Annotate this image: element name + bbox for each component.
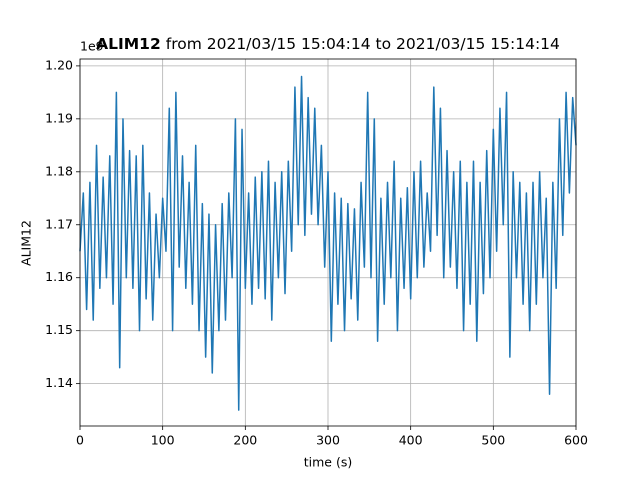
plot-frame bbox=[79, 58, 577, 427]
y-tick-label: 1.15 bbox=[45, 322, 73, 337]
y-offset: 1e9 bbox=[80, 39, 104, 54]
x-tick-label: 500 bbox=[481, 433, 505, 448]
x-tick-label: 400 bbox=[399, 433, 423, 448]
x-tick-label: 200 bbox=[233, 433, 257, 448]
x-tick-label: 100 bbox=[151, 433, 175, 448]
y-tick-label: 1.19 bbox=[45, 110, 73, 125]
y-tick-label: 1.16 bbox=[45, 269, 73, 284]
data-line bbox=[79, 75, 577, 411]
y-axis-label: ALIM12 bbox=[19, 220, 34, 266]
title-rest: from 2021/03/15 15:04:14 to 2021/03/15 1… bbox=[166, 35, 560, 53]
y-tick-label: 1.17 bbox=[45, 216, 73, 231]
y-tick-label: 1.14 bbox=[45, 375, 73, 390]
title-bold: ALIM12 bbox=[96, 35, 161, 53]
y-tick-label: 1.20 bbox=[45, 57, 73, 72]
x-tick-label: 600 bbox=[564, 433, 588, 448]
x-axis-label: time (s) bbox=[304, 455, 352, 470]
chart-title: ALIM12 from 2021/03/15 15:04:14 to 2021/0… bbox=[96, 35, 560, 53]
x-tick-label: 300 bbox=[316, 433, 340, 448]
y-tick-label: 1.18 bbox=[45, 163, 73, 178]
x-tick-label: 0 bbox=[76, 433, 84, 448]
